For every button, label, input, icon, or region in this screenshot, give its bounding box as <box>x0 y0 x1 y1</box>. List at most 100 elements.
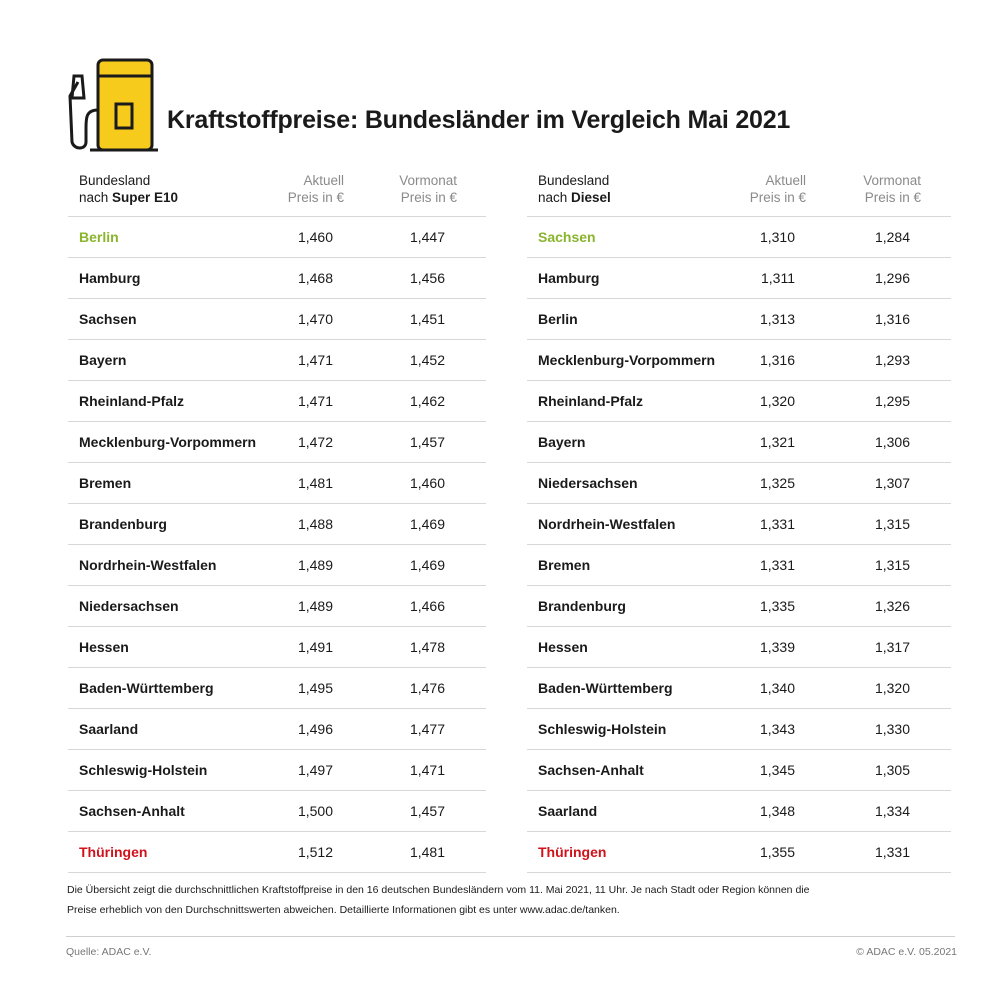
table-row: Saarland 1,348 1,334 <box>527 791 951 832</box>
state-name: Brandenburg <box>79 516 167 532</box>
previous-price: 1,481 <box>409 844 445 860</box>
source-note: Quelle: ADAC e.V. <box>66 946 152 958</box>
previous-price: 1,295 <box>874 393 910 409</box>
table-row: Berlin 1,460 1,447 <box>68 217 486 258</box>
previous-price: 1,305 <box>874 762 910 778</box>
state-name: Mecklenburg-Vorpommern <box>79 434 257 450</box>
state-name: Bayern <box>79 352 127 368</box>
current-price: 1,343 <box>759 721 795 737</box>
table-body: Berlin 1,460 1,447 Hamburg 1,468 1,456 Sachsen… <box>68 217 486 873</box>
previous-price: 1,293 <box>874 352 910 368</box>
table-row: Hessen 1,339 1,317 <box>527 627 951 668</box>
previous-price: 1,326 <box>874 598 910 614</box>
previous-price: 1,460 <box>409 475 445 491</box>
state-name: Hamburg <box>79 270 141 286</box>
state-name: Bremen <box>538 557 591 573</box>
current-price: 1,340 <box>759 680 795 696</box>
table-header: Bundesland nach Super E10 Aktuell Preis i… <box>68 168 486 217</box>
previous-price: 1,451 <box>409 311 445 327</box>
previous-price: 1,478 <box>409 639 445 655</box>
table-row: Nordrhein-Westfalen 1,489 1,469 <box>68 545 486 586</box>
previous-price: 1,317 <box>874 639 910 655</box>
state-name: Bremen <box>79 475 132 491</box>
current-price: 1,495 <box>297 680 333 696</box>
header-vormonat: Vormonat Preis in € <box>863 173 921 205</box>
state-name: Niedersachsen <box>79 598 179 614</box>
state-name: Hessen <box>79 639 129 655</box>
previous-price: 1,456 <box>409 270 445 286</box>
current-price: 1,491 <box>297 639 333 655</box>
current-price: 1,489 <box>297 598 333 614</box>
state-name: Sachsen <box>538 229 596 245</box>
previous-price: 1,452 <box>409 352 445 368</box>
current-price: 1,496 <box>297 721 333 737</box>
current-price: 1,335 <box>759 598 795 614</box>
state-name: Hamburg <box>538 270 600 286</box>
state-name: Hessen <box>538 639 588 655</box>
state-name: Nordrhein-Westfalen <box>79 557 217 573</box>
footnote: Die Übersicht zeigt die durchschnittlich… <box>67 880 867 920</box>
current-price: 1,348 <box>759 803 795 819</box>
header-bundesland: Bundesland nach Super E10 <box>79 173 179 205</box>
state-name: Schleswig-Holstein <box>538 721 667 737</box>
current-price: 1,471 <box>297 352 333 368</box>
previous-price: 1,466 <box>409 598 445 614</box>
table-row: Sachsen 1,470 1,451 <box>68 299 486 340</box>
previous-price: 1,457 <box>409 434 445 450</box>
state-name: Rheinland-Pfalz <box>79 393 185 409</box>
table-row: Sachsen 1,310 1,284 <box>527 217 951 258</box>
state-name: Sachsen <box>79 311 137 327</box>
previous-price: 1,469 <box>409 516 445 532</box>
previous-price: 1,316 <box>874 311 910 327</box>
current-price: 1,472 <box>297 434 333 450</box>
current-price: 1,500 <box>297 803 333 819</box>
current-price: 1,310 <box>759 229 795 245</box>
table-row: Schleswig-Holstein 1,343 1,330 <box>527 709 951 750</box>
previous-price: 1,315 <box>874 516 910 532</box>
footnote-line: Die Übersicht zeigt die durchschnittlich… <box>67 884 810 896</box>
current-price: 1,313 <box>759 311 795 327</box>
current-price: 1,331 <box>759 516 795 532</box>
state-name: Berlin <box>538 311 578 327</box>
table-header: Bundesland nach Diesel Aktuell Preis in €… <box>527 168 951 217</box>
state-name: Sachsen-Anhalt <box>538 762 644 778</box>
table-row: Baden-Württemberg 1,495 1,476 <box>68 668 486 709</box>
table-row: Nordrhein-Westfalen 1,331 1,315 <box>527 504 951 545</box>
table-row: Mecklenburg-Vorpommern 1,316 1,293 <box>527 340 951 381</box>
state-name: Bayern <box>538 434 586 450</box>
table-row: Sachsen-Anhalt 1,345 1,305 <box>527 750 951 791</box>
header-aktuell: Aktuell Preis in € <box>749 173 806 205</box>
table-row: Sachsen-Anhalt 1,500 1,457 <box>68 791 486 832</box>
previous-price: 1,447 <box>409 229 445 245</box>
table-row: Berlin 1,313 1,316 <box>527 299 951 340</box>
state-name: Berlin <box>79 229 119 245</box>
previous-price: 1,477 <box>409 721 445 737</box>
state-name: Rheinland-Pfalz <box>538 393 644 409</box>
table-row: Rheinland-Pfalz 1,320 1,295 <box>527 381 951 422</box>
state-name: Thüringen <box>538 844 607 860</box>
current-price: 1,460 <box>297 229 333 245</box>
current-price: 1,325 <box>759 475 795 491</box>
header-bundesland: Bundesland nach Diesel <box>538 173 611 205</box>
previous-price: 1,334 <box>874 803 910 819</box>
header-aktuell: Aktuell Preis in € <box>287 173 344 205</box>
current-price: 1,497 <box>297 762 333 778</box>
copyright-note: © ADAC e.V. 05.2021 <box>856 946 957 958</box>
state-name: Mecklenburg-Vorpommern <box>538 352 716 368</box>
super-e10-table: Bundesland nach Super E10 Aktuell Preis i… <box>68 168 486 873</box>
state-name: Saarland <box>79 721 139 737</box>
table-row: Schleswig-Holstein 1,497 1,471 <box>68 750 486 791</box>
current-price: 1,512 <box>297 844 333 860</box>
previous-price: 1,306 <box>874 434 910 450</box>
previous-price: 1,457 <box>409 803 445 819</box>
divider <box>66 936 955 937</box>
previous-price: 1,315 <box>874 557 910 573</box>
table-row: Hamburg 1,311 1,296 <box>527 258 951 299</box>
diesel-table: Bundesland nach Diesel Aktuell Preis in €… <box>527 168 951 873</box>
state-name: Sachsen-Anhalt <box>79 803 185 819</box>
table-row: Thüringen 1,355 1,331 <box>527 832 951 873</box>
table-row: Bremen 1,331 1,315 <box>527 545 951 586</box>
previous-price: 1,296 <box>874 270 910 286</box>
current-price: 1,316 <box>759 352 795 368</box>
state-name: Schleswig-Holstein <box>79 762 208 778</box>
